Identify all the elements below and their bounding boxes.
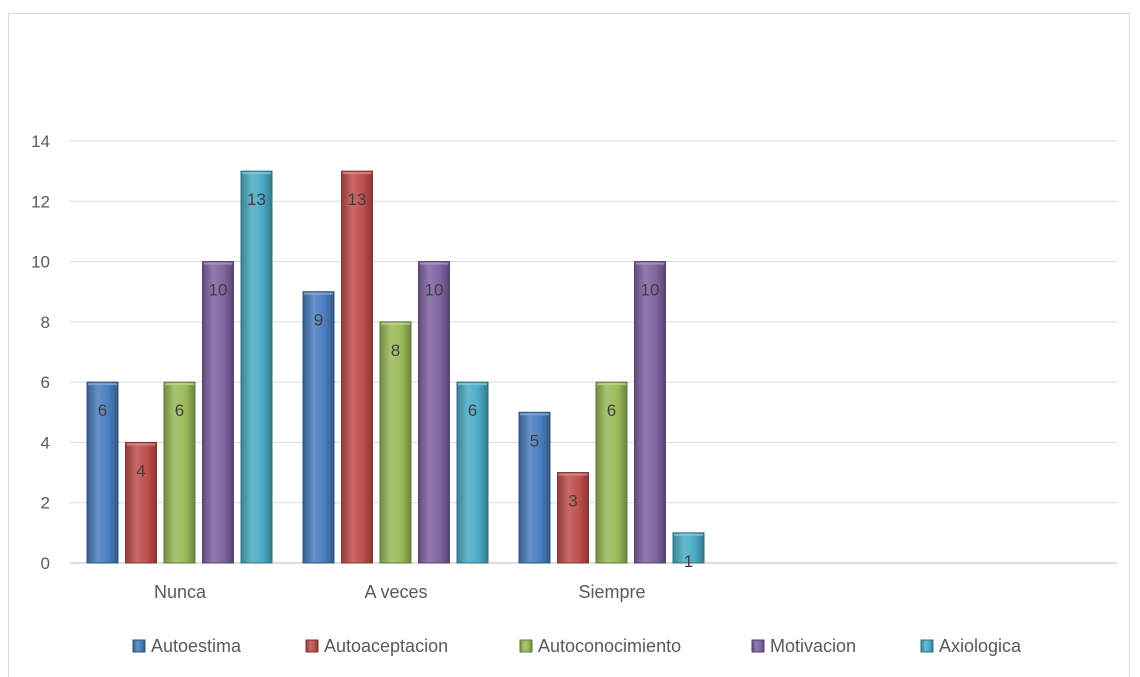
y-tick-label: 2 bbox=[41, 494, 50, 513]
legend-swatch bbox=[751, 639, 765, 653]
y-tick-label: 0 bbox=[41, 554, 50, 573]
x-tick-label: A veces bbox=[364, 582, 427, 602]
bar bbox=[456, 381, 489, 564]
bar bbox=[557, 472, 589, 564]
data-label: 10 bbox=[425, 281, 444, 300]
bar bbox=[341, 170, 373, 564]
data-label: 10 bbox=[209, 281, 228, 300]
y-tick-label: 6 bbox=[41, 373, 50, 392]
bar bbox=[302, 291, 335, 564]
bar-top-highlight bbox=[126, 443, 156, 446]
legend-label: Motivacion bbox=[770, 636, 856, 656]
bar-top-highlight bbox=[635, 262, 665, 265]
bar bbox=[240, 170, 273, 564]
legend-label: Axiologica bbox=[939, 636, 1022, 656]
data-label: 8 bbox=[391, 341, 400, 360]
bar bbox=[379, 321, 412, 564]
bar-top-highlight bbox=[342, 172, 372, 175]
data-label: 3 bbox=[568, 492, 577, 511]
legend-swatch bbox=[519, 639, 533, 653]
bar-top-highlight bbox=[165, 383, 194, 386]
chart-area bbox=[8, 13, 1130, 677]
bar-top-highlight bbox=[242, 172, 271, 175]
bar bbox=[163, 381, 196, 564]
bar-top-highlight bbox=[381, 322, 410, 325]
legend-swatch bbox=[920, 639, 934, 653]
legend-label: Autoconocimiento bbox=[538, 636, 681, 656]
data-label: 9 bbox=[314, 311, 323, 330]
y-tick-label: 14 bbox=[31, 132, 50, 151]
x-tick-label: Siempre bbox=[578, 582, 645, 602]
bar bbox=[125, 441, 157, 564]
y-tick-label: 12 bbox=[31, 192, 50, 211]
data-label: 4 bbox=[136, 461, 145, 480]
bar-top-highlight bbox=[674, 533, 703, 536]
data-label: 13 bbox=[348, 190, 367, 209]
y-tick-label: 8 bbox=[41, 313, 50, 332]
legend-label: Autoaceptacion bbox=[324, 636, 448, 656]
bar bbox=[672, 532, 705, 564]
bar bbox=[86, 381, 119, 564]
data-label: 6 bbox=[98, 401, 107, 420]
x-tick-label: Nunca bbox=[154, 582, 207, 602]
bar-top-highlight bbox=[558, 473, 588, 476]
bar-top-highlight bbox=[458, 383, 487, 386]
data-label: 13 bbox=[247, 190, 266, 209]
legend-swatch bbox=[132, 639, 146, 653]
legend-label: Autoestima bbox=[151, 636, 242, 656]
data-label: 6 bbox=[175, 401, 184, 420]
data-label: 6 bbox=[468, 401, 477, 420]
data-label: 1 bbox=[684, 552, 693, 571]
bar bbox=[634, 261, 666, 564]
bar bbox=[518, 411, 551, 564]
bar-top-highlight bbox=[304, 292, 333, 295]
data-label: 6 bbox=[607, 401, 616, 420]
bar bbox=[595, 381, 628, 564]
legend-swatch bbox=[305, 639, 319, 653]
y-tick-label: 10 bbox=[31, 253, 50, 272]
data-label: 5 bbox=[530, 431, 539, 450]
bar-top-highlight bbox=[419, 262, 449, 265]
bar bbox=[202, 261, 234, 564]
y-tick-label: 4 bbox=[41, 433, 50, 452]
bar-top-highlight bbox=[203, 262, 233, 265]
data-label: 10 bbox=[641, 281, 660, 300]
bar-top-highlight bbox=[520, 413, 549, 416]
bar-top-highlight bbox=[88, 383, 117, 386]
bar-top-highlight bbox=[597, 383, 626, 386]
bar bbox=[418, 261, 450, 564]
